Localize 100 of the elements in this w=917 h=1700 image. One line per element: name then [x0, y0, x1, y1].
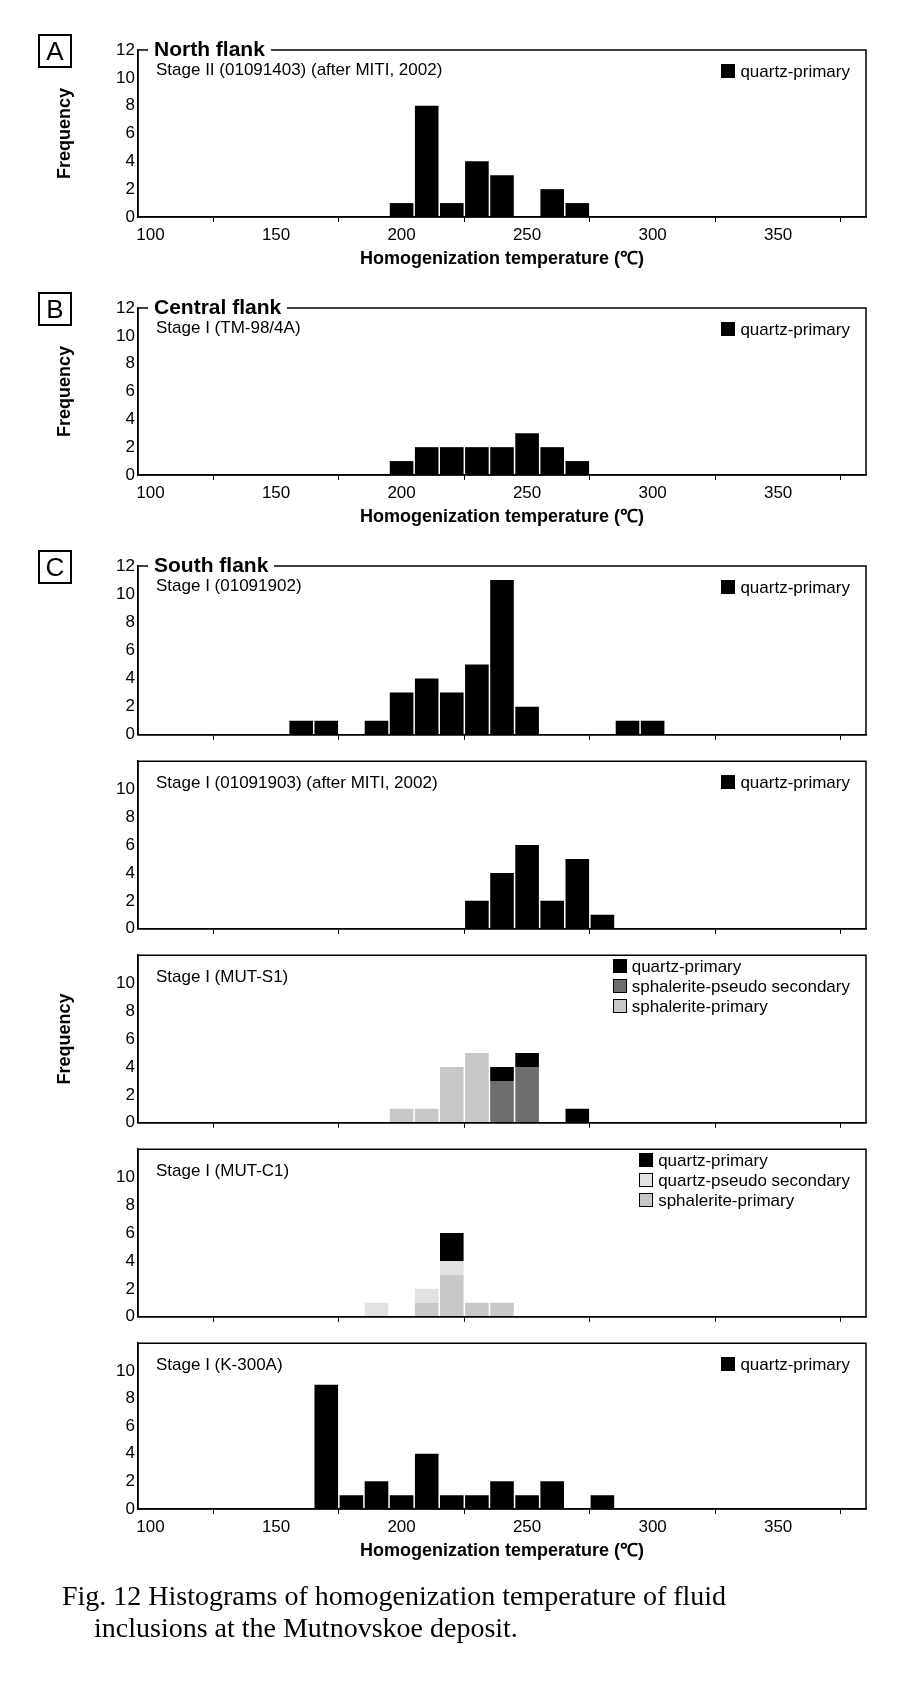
bar [389, 1108, 414, 1123]
y-tick-label: 10 [116, 67, 135, 87]
legend-label: quartz-primary [739, 320, 850, 340]
y-tick-label: 12 [116, 39, 135, 59]
x-tick-label: 100 [136, 482, 165, 502]
y-tick-label: 0 [125, 464, 135, 484]
y-axis-title: Frequency [53, 993, 74, 1085]
bar [414, 1108, 439, 1123]
y-tick-label: 2 [125, 1084, 135, 1104]
x-tick-label: 100 [136, 224, 165, 244]
y-tick-label: 10 [116, 972, 135, 992]
y-axis-title: Frequency [53, 345, 74, 438]
text: Stage I (01091902) [156, 576, 302, 596]
y-tick-label: 8 [125, 1000, 135, 1020]
x-tick-label: 150 [261, 1516, 291, 1536]
x-tick-label: 350 [763, 482, 793, 502]
y-tick-label: 6 [125, 1415, 135, 1435]
legend-label: quartz-primary [630, 957, 743, 978]
x-tick-label: 200 [387, 482, 416, 502]
x-tick-label: 300 [638, 482, 667, 502]
y-tick-label: 8 [125, 1194, 135, 1214]
y-tick-label: 4 [125, 1250, 135, 1270]
y-tick-label: 2 [125, 1278, 135, 1298]
y-tick-label: 6 [125, 123, 135, 143]
x-tick-label: 300 [638, 1516, 667, 1536]
y-tick-label: 4 [125, 409, 135, 429]
legend-label: quartz-pseudo secondary [657, 1171, 850, 1192]
x-tick-label: 350 [763, 1516, 793, 1536]
bar [439, 1260, 464, 1275]
y-tick-label: 12 [116, 297, 135, 317]
y-tick-label: 8 [125, 1388, 135, 1408]
legend-label: quartz-primary [739, 773, 850, 794]
y-tick-label: 8 [125, 806, 135, 826]
x-axis-title: Homogenization temperature (℃) [359, 248, 645, 269]
legend-label: sphalerite-primary [630, 997, 769, 1018]
legend-label: quartz-primary [739, 578, 850, 598]
y-axis-title: Frequency [53, 87, 74, 180]
legend-label: quartz-primary [657, 1151, 769, 1172]
y-tick-label: 2 [125, 436, 135, 456]
y-tick-label: 4 [125, 668, 135, 688]
legend-label: quartz-primary [739, 1355, 850, 1376]
y-tick-label: 8 [125, 611, 135, 631]
caption: Fig. 12 Histograms of homogenization temperature of fluid inclusions at the Mutnovskoe deposit. [62, 1580, 728, 1644]
x-tick-label: 250 [512, 482, 542, 502]
y-tick-label: 10 [116, 583, 135, 603]
y-tick-label: 10 [116, 325, 135, 345]
y-tick-label: 6 [125, 1028, 135, 1048]
y-tick-label: 0 [125, 206, 135, 226]
y-tick-label: 6 [125, 381, 135, 401]
text: B [38, 292, 72, 326]
y-tick-label: 8 [125, 95, 135, 115]
bar [439, 1233, 464, 1261]
y-tick-label: 0 [125, 724, 135, 744]
y-tick-label: 4 [125, 151, 135, 171]
text: C [38, 550, 72, 584]
y-tick-label: 6 [125, 1222, 135, 1242]
x-tick-label: 200 [387, 1516, 416, 1536]
text: Stage I (01091903) (after MITI, 2002) [156, 773, 438, 794]
legend-label: quartz-primary [739, 62, 850, 82]
text: Stage II (01091403) (after MITI, 2002) [156, 60, 443, 80]
x-tick-label: 250 [512, 1516, 542, 1536]
x-tick-label: 200 [387, 224, 416, 244]
chart-title: South flank [148, 553, 275, 577]
text: Stage I (TM-98/4A) [156, 318, 301, 338]
text: Stage I (MUT-C1) [156, 1161, 290, 1182]
y-tick-label: 2 [125, 696, 135, 716]
y-tick-label: 4 [125, 1056, 135, 1076]
y-tick-label: 2 [125, 890, 135, 910]
x-tick-label: 350 [763, 224, 793, 244]
y-tick-label: 0 [125, 1112, 135, 1132]
y-tick-label: 12 [116, 555, 135, 575]
y-tick-label: 10 [116, 1360, 135, 1380]
text: Stage I (MUT-S1) [156, 967, 289, 988]
y-tick-label: 6 [125, 640, 135, 660]
x-axis-title: Homogenization temperature (℃) [359, 1540, 645, 1561]
y-tick-label: 0 [125, 1498, 135, 1518]
text: A [38, 34, 72, 68]
bar [364, 1302, 389, 1317]
bar [490, 1066, 514, 1081]
x-tick-label: 150 [261, 482, 291, 502]
x-tick-label: 100 [136, 1516, 165, 1536]
chart-title: Central flank [148, 295, 288, 319]
y-tick-label: 4 [125, 1443, 135, 1463]
legend-label: sphalerite-pseudo secondary [630, 977, 850, 998]
x-tick-label: 250 [512, 224, 542, 244]
bar [515, 1052, 539, 1067]
y-tick-label: 0 [125, 918, 135, 938]
y-tick-label: 2 [125, 178, 135, 198]
bar [414, 1288, 439, 1303]
y-tick-label: 0 [125, 1306, 135, 1326]
x-tick-label: 150 [261, 224, 291, 244]
y-tick-label: 10 [116, 1166, 135, 1186]
bar [414, 1302, 439, 1317]
x-tick-label: 300 [638, 224, 667, 244]
y-tick-label: 8 [125, 353, 135, 373]
y-tick-label: 6 [125, 834, 135, 854]
y-tick-label: 2 [125, 1471, 135, 1491]
x-axis-title: Homogenization temperature (℃) [359, 506, 645, 527]
text: Stage I (K-300A) [156, 1355, 283, 1376]
y-tick-label: 10 [116, 778, 135, 798]
